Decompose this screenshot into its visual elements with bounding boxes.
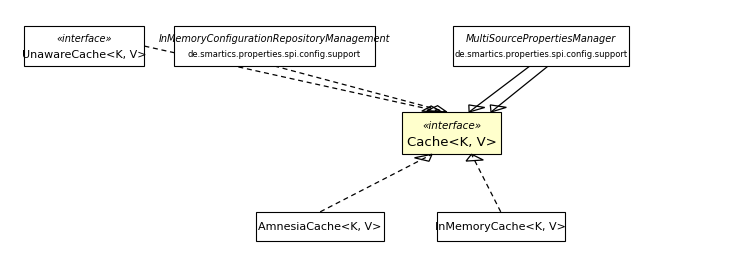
FancyBboxPatch shape [173,26,374,66]
FancyBboxPatch shape [402,112,501,154]
Text: InMemoryConfigurationRepositoryManagement: InMemoryConfigurationRepositoryManagemen… [159,34,390,44]
Text: de.smartics.properties.spi.config.support: de.smartics.properties.spi.config.suppor… [188,50,360,59]
Text: «interface»: «interface» [423,121,481,131]
FancyBboxPatch shape [437,212,564,241]
Text: MultiSourcePropertiesManager: MultiSourcePropertiesManager [466,34,616,44]
Text: InMemoryCache<K, V>: InMemoryCache<K, V> [435,221,567,232]
FancyBboxPatch shape [453,26,629,66]
Text: AmnesiaCache<K, V>: AmnesiaCache<K, V> [259,221,382,232]
Text: «interface»: «interface» [56,34,112,44]
Text: de.smartics.properties.spi.config.support: de.smartics.properties.spi.config.suppor… [455,50,627,59]
FancyBboxPatch shape [23,26,145,66]
Text: UnawareCache<K, V>: UnawareCache<K, V> [22,50,146,60]
FancyBboxPatch shape [257,212,385,241]
Text: Cache<K, V>: Cache<K, V> [407,136,496,149]
